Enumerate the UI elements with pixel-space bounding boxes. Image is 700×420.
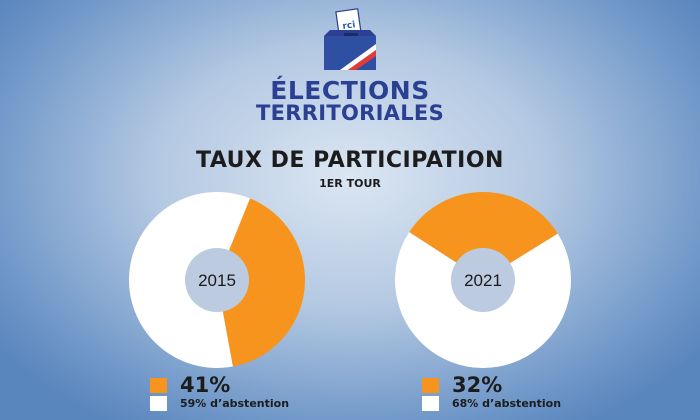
legend-participation-value: 41% <box>180 373 231 397</box>
page-subtitle: TERRITORIALES <box>256 101 444 125</box>
donut-chart-2021: 2021 <box>395 192 571 368</box>
chart-subheading: 1ER TOUR <box>319 177 381 190</box>
ballot-box-logo: rci <box>324 8 376 70</box>
legend-swatch-participation <box>150 378 167 393</box>
page-title: ÉLECTIONS <box>270 76 430 105</box>
donut-center <box>185 248 249 312</box>
legend-abstention-value: 68% d’abstention <box>452 397 562 410</box>
legend-swatch-abstention <box>422 396 439 411</box>
legend-abstention-value: 59% d’abstention <box>180 397 290 410</box>
slice-participation <box>409 192 558 280</box>
donut-center-label: 2021 <box>464 271 502 290</box>
donut-center <box>451 248 515 312</box>
slice-participation <box>217 198 305 367</box>
logo-text: rci <box>342 20 356 32</box>
legend-swatch-participation <box>422 378 439 393</box>
chart-heading: TAUX DE PARTICIPATION <box>196 148 504 173</box>
donut-center-label: 2015 <box>198 271 236 290</box>
legend-swatch-abstention <box>150 396 167 411</box>
donut-chart-2015: 2015 <box>129 192 305 368</box>
legend-participation-value: 32% <box>452 373 503 397</box>
